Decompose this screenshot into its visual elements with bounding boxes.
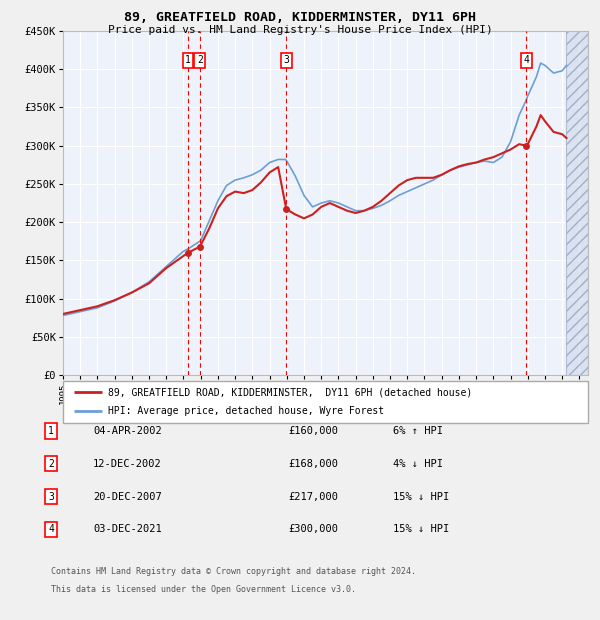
Text: 3: 3 — [283, 55, 289, 65]
Text: Contains HM Land Registry data © Crown copyright and database right 2024.: Contains HM Land Registry data © Crown c… — [51, 567, 416, 577]
Text: 4% ↓ HPI: 4% ↓ HPI — [393, 459, 443, 469]
Text: 20-DEC-2007: 20-DEC-2007 — [93, 492, 162, 502]
Text: 15% ↓ HPI: 15% ↓ HPI — [393, 525, 449, 534]
Text: £300,000: £300,000 — [288, 525, 338, 534]
Text: 2: 2 — [197, 55, 203, 65]
Text: 2: 2 — [48, 459, 54, 469]
Bar — [566, 31, 588, 375]
Text: 15% ↓ HPI: 15% ↓ HPI — [393, 492, 449, 502]
Text: 04-APR-2002: 04-APR-2002 — [93, 426, 162, 436]
Text: 1: 1 — [48, 426, 54, 436]
Text: 89, GREATFIELD ROAD, KIDDERMINSTER, DY11 6PH: 89, GREATFIELD ROAD, KIDDERMINSTER, DY11… — [124, 11, 476, 24]
Text: Price paid vs. HM Land Registry's House Price Index (HPI): Price paid vs. HM Land Registry's House … — [107, 25, 493, 35]
Text: 3: 3 — [48, 492, 54, 502]
FancyBboxPatch shape — [63, 381, 588, 423]
Text: 89, GREATFIELD ROAD, KIDDERMINSTER,  DY11 6PH (detached house): 89, GREATFIELD ROAD, KIDDERMINSTER, DY11… — [107, 387, 472, 397]
Text: £160,000: £160,000 — [288, 426, 338, 436]
Text: 03-DEC-2021: 03-DEC-2021 — [93, 525, 162, 534]
Text: 12-DEC-2002: 12-DEC-2002 — [93, 459, 162, 469]
Text: 6% ↑ HPI: 6% ↑ HPI — [393, 426, 443, 436]
Text: HPI: Average price, detached house, Wyre Forest: HPI: Average price, detached house, Wyre… — [107, 407, 384, 417]
Text: 4: 4 — [523, 55, 529, 65]
Text: 4: 4 — [48, 525, 54, 534]
Text: 1: 1 — [185, 55, 191, 65]
Bar — [566, 31, 588, 375]
Text: £168,000: £168,000 — [288, 459, 338, 469]
Text: £217,000: £217,000 — [288, 492, 338, 502]
Text: This data is licensed under the Open Government Licence v3.0.: This data is licensed under the Open Gov… — [51, 585, 356, 594]
